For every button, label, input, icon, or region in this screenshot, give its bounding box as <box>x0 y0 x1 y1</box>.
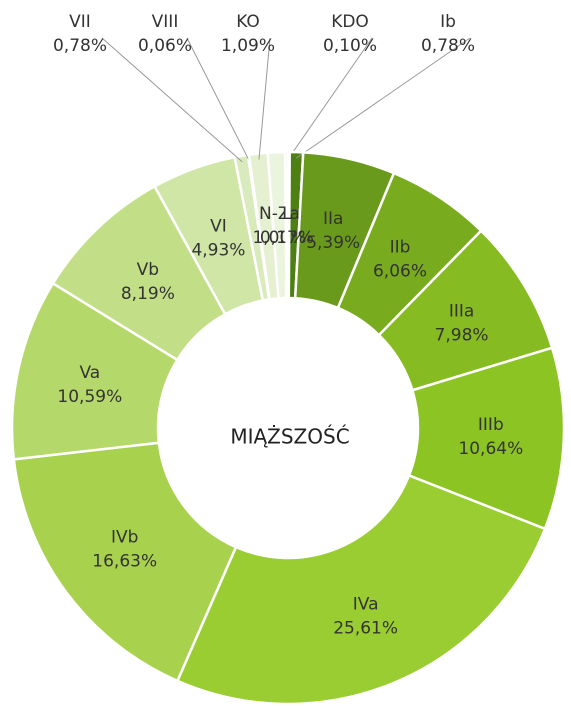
slice-label: L <box>282 204 292 224</box>
slice-value: 5,39% <box>306 233 360 253</box>
slice-value: 25,61% <box>333 619 398 639</box>
slice-value: 8,19% <box>121 284 175 304</box>
slice-value: 6,06% <box>373 262 427 282</box>
slice-label: IVa <box>353 595 379 615</box>
leader-line <box>101 37 243 163</box>
slice-label: KDO <box>331 12 369 32</box>
slice-label: IIIa <box>449 302 474 322</box>
slice-value: 1,09% <box>221 36 275 56</box>
donut-slice <box>283 150 290 300</box>
slice-label: IIa <box>323 209 343 229</box>
slice-label: Ib <box>440 12 456 32</box>
slice-label: IVb <box>111 528 138 548</box>
slice-label: VII <box>69 12 91 32</box>
slice-value: 0,78% <box>421 36 475 56</box>
slice-value: 7,98% <box>435 326 489 346</box>
slice-label: VI <box>210 216 227 236</box>
leader-line <box>186 37 250 162</box>
chart-title: MIĄŻSZOŚĆ <box>230 425 349 449</box>
slice-value: 10,59% <box>57 387 122 407</box>
slice-value: 0,78% <box>53 36 107 56</box>
leader-line <box>296 37 471 159</box>
slice-label: IIb <box>390 238 411 258</box>
slice-value: 1,00% <box>252 228 306 248</box>
slice-label: KO <box>236 12 260 32</box>
slice-value: 0,10% <box>323 36 377 56</box>
slice-value: 10,64% <box>458 439 523 459</box>
slice-label: N-Za <box>259 204 300 224</box>
slice-label: Va <box>79 363 100 383</box>
slice-value: 16,63% <box>92 552 157 572</box>
slice-label: IIIb <box>478 415 504 435</box>
slice-label: VIII <box>152 12 179 32</box>
slice-value: 4,93% <box>191 240 245 260</box>
slice-value: 0,06% <box>138 36 192 56</box>
slice-value: 0,17% <box>260 228 314 248</box>
donut-slice <box>12 441 238 683</box>
leader-line <box>288 37 373 159</box>
donut-slice <box>175 473 547 706</box>
leader-line <box>258 37 271 160</box>
slice-label: Vb <box>137 260 159 280</box>
